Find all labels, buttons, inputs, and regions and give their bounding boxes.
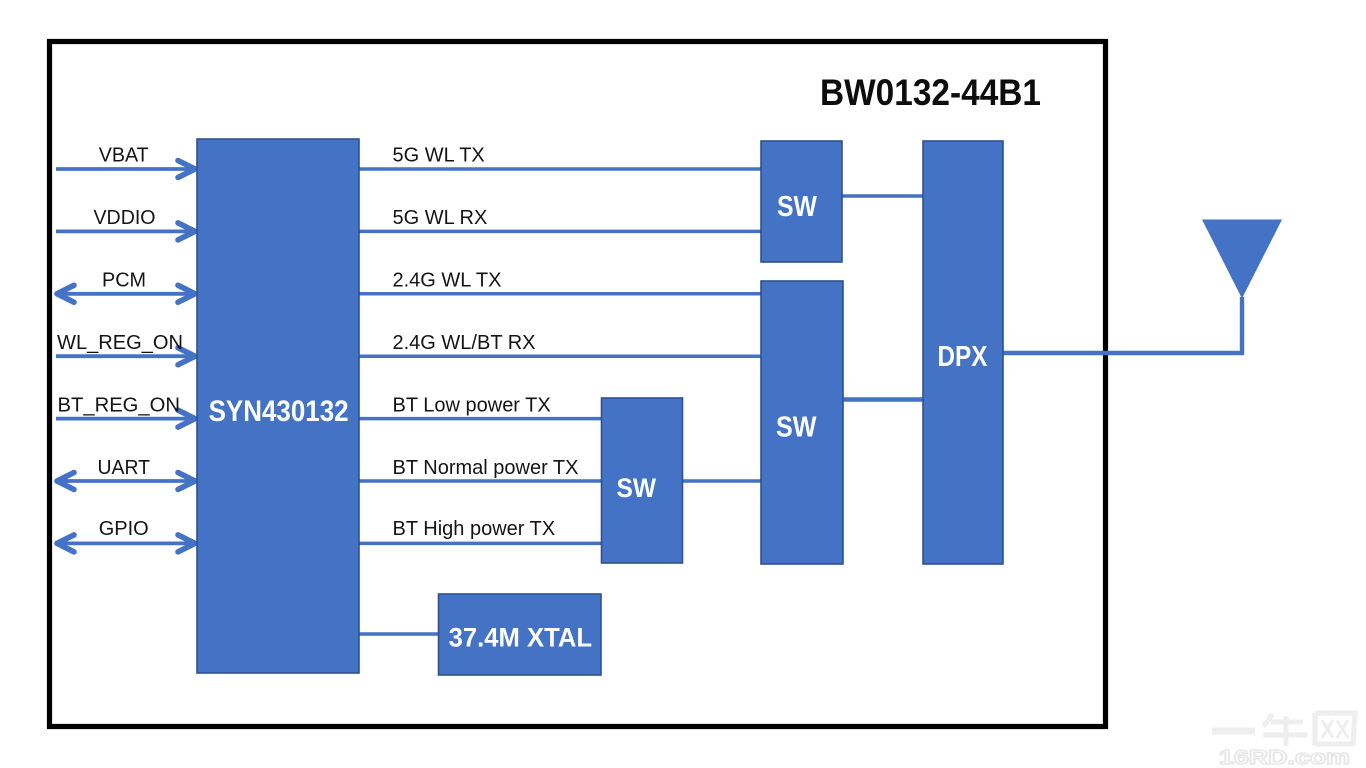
svg-text:BT High power TX: BT High power TX <box>393 518 556 540</box>
svg-text:BT_REG_ON: BT_REG_ON <box>58 395 181 417</box>
svg-text:BT Low power TX: BT Low power TX <box>393 395 551 417</box>
svg-text:2.4G WL TX: 2.4G WL TX <box>393 270 502 292</box>
svg-text:37.4M XTAL: 37.4M XTAL <box>449 623 592 653</box>
svg-text:SW: SW <box>776 412 817 444</box>
svg-text:UART: UART <box>98 457 151 479</box>
svg-text:SW: SW <box>617 473 657 503</box>
svg-text:BT Normal power TX: BT Normal power TX <box>393 457 579 479</box>
svg-text:BW0132-44B1: BW0132-44B1 <box>820 72 1041 113</box>
svg-text:5G WL RX: 5G WL RX <box>393 207 488 229</box>
svg-text:16RD.com: 16RD.com <box>1219 747 1350 768</box>
svg-text:VBAT: VBAT <box>99 145 149 167</box>
svg-text:WL_REG_ON: WL_REG_ON <box>57 332 183 354</box>
svg-text:SW: SW <box>777 191 818 223</box>
svg-text:SYN430132: SYN430132 <box>209 395 349 428</box>
svg-text:GPIO: GPIO <box>99 518 149 540</box>
svg-text:VDDIO: VDDIO <box>94 207 156 229</box>
svg-text:5G WL TX: 5G WL TX <box>393 145 485 167</box>
svg-text:PCM: PCM <box>102 270 146 292</box>
svg-text:2.4G WL/BT RX: 2.4G WL/BT RX <box>393 332 536 354</box>
svg-text:DPX: DPX <box>938 341 988 373</box>
